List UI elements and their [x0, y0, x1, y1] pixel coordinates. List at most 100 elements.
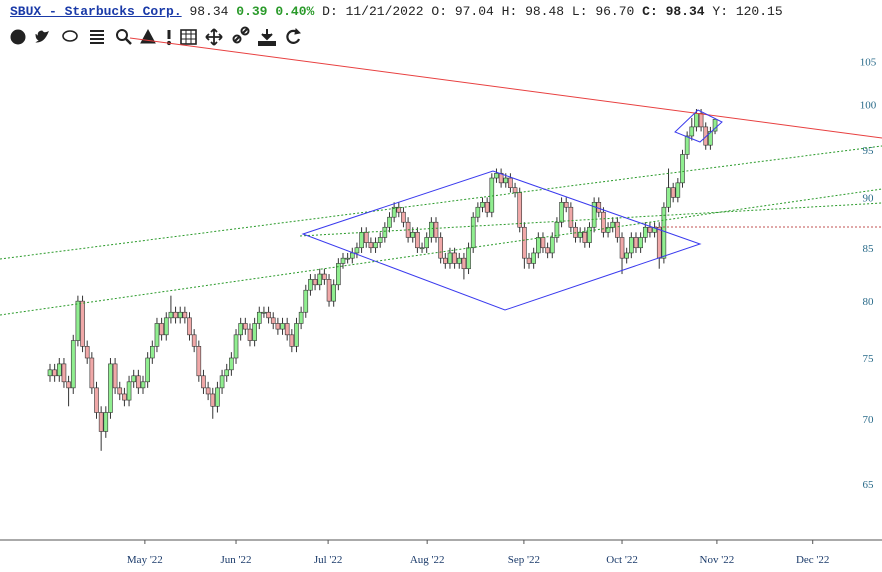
candle-body: [433, 221, 439, 238]
candle-body: [698, 113, 704, 128]
tool-search[interactable]: [116, 29, 128, 41]
candle-body: [336, 263, 341, 286]
candle-body: [103, 412, 109, 432]
candle-body: [642, 226, 648, 238]
candle-body: [112, 363, 118, 389]
field-value: 96.70: [595, 4, 635, 19]
y-tick-label: 65: [863, 479, 875, 491]
candle-body: [396, 206, 402, 213]
candle-body: [84, 346, 90, 359]
tool-pan[interactable]: [205, 28, 223, 46]
candle-body: [233, 334, 239, 359]
candle-body: [652, 226, 657, 233]
candle-body: [675, 182, 681, 198]
trend-line: [299, 202, 882, 237]
candle-body: [359, 232, 364, 249]
candle-body: [456, 257, 462, 264]
candle-body: [424, 237, 429, 249]
tool-list[interactable]: [90, 30, 104, 44]
candle-body: [173, 311, 178, 319]
candle-body: [647, 226, 653, 233]
field-label: C:: [642, 4, 658, 19]
field-value: 98.34: [665, 4, 705, 19]
candle-body: [177, 311, 183, 319]
candle-body: [577, 232, 583, 238]
x-tick-label: Oct '22: [606, 554, 638, 566]
last: 98.34: [189, 4, 229, 19]
candle-body: [52, 369, 57, 377]
candle-body: [61, 363, 67, 383]
candle-body: [89, 357, 95, 389]
tool-refresh[interactable]: [286, 29, 301, 44]
candle-body: [712, 119, 718, 132]
candle-body: [75, 300, 81, 341]
candle-body: [531, 252, 536, 264]
candle-body: [498, 172, 504, 184]
trend-line: [0, 145, 882, 260]
field-label: L:: [571, 4, 588, 19]
candle-body: [568, 206, 574, 228]
tool-comment[interactable]: [62, 30, 78, 42]
y-tick-label: 105: [860, 57, 877, 69]
y-tick-label: 85: [863, 243, 875, 255]
field-label: D:: [322, 4, 338, 19]
diamond-pattern: [674, 109, 723, 143]
candle-body: [522, 226, 527, 259]
candle-body: [387, 216, 392, 228]
candle-body: [284, 323, 290, 336]
candle-body: [554, 221, 560, 238]
y-tick-label: 80: [863, 296, 875, 308]
x-tick-label: Aug '22: [410, 554, 445, 566]
candle-body: [517, 192, 523, 228]
candle-body: [345, 257, 350, 260]
candle-body: [70, 340, 76, 389]
trend-line: [0, 188, 882, 316]
candle-body: [312, 279, 318, 286]
candle-body: [219, 375, 225, 389]
candle-body: [475, 206, 481, 218]
field-label: H:: [501, 4, 518, 19]
field-label: O:: [431, 4, 447, 19]
candle-body: [438, 237, 443, 259]
x-tick-label: May '22: [127, 554, 163, 566]
candle-body: [419, 247, 425, 250]
tool-calendar[interactable]: [180, 29, 197, 45]
x-tick-label: Dec '22: [796, 554, 829, 566]
candle-body: [252, 323, 257, 341]
field-value: 120.15: [735, 4, 783, 19]
tool-twitter[interactable]: [35, 30, 49, 43]
candle-body: [294, 323, 299, 347]
candle-body: [582, 232, 588, 243]
candle-body: [154, 323, 160, 347]
tool-palette[interactable]: [10, 29, 26, 45]
candle-body: [303, 289, 309, 313]
x-tick-label: Jul '22: [314, 554, 343, 566]
candle-body: [489, 177, 495, 213]
candle-body: [466, 247, 471, 270]
y-tick-label: 95: [863, 145, 875, 157]
candle-body: [638, 237, 643, 249]
candle-body: [508, 177, 513, 188]
candle-body: [238, 323, 243, 336]
symbol[interactable]: SBUX - Starbucks Corp.: [10, 4, 182, 19]
tool-download[interactable]: [258, 29, 276, 46]
candle-body: [117, 387, 123, 395]
candle-body: [298, 311, 304, 324]
change: 0.39: [236, 4, 268, 19]
change-pct: 0.40%: [275, 4, 315, 19]
candle-body: [415, 232, 420, 249]
candle-body: [661, 206, 667, 259]
plot: 65 70 75 80 85 90 95 100 105 May '22 Jun '22 Jul '2…: [47, 57, 877, 566]
candle-body: [94, 387, 99, 413]
candle-body: [429, 221, 434, 238]
candle-body: [629, 237, 634, 254]
candle-body: [470, 216, 476, 249]
candle-body: [159, 323, 164, 336]
candle-body: [563, 202, 569, 208]
candle-body: [666, 187, 671, 208]
fields: D: 11/21/2022 O: 97.04 H: 98.48 L: 96.70…: [314, 4, 782, 19]
candle-body: [633, 237, 639, 249]
candle-body: [187, 317, 192, 336]
tool-link[interactable]: [234, 28, 248, 42]
